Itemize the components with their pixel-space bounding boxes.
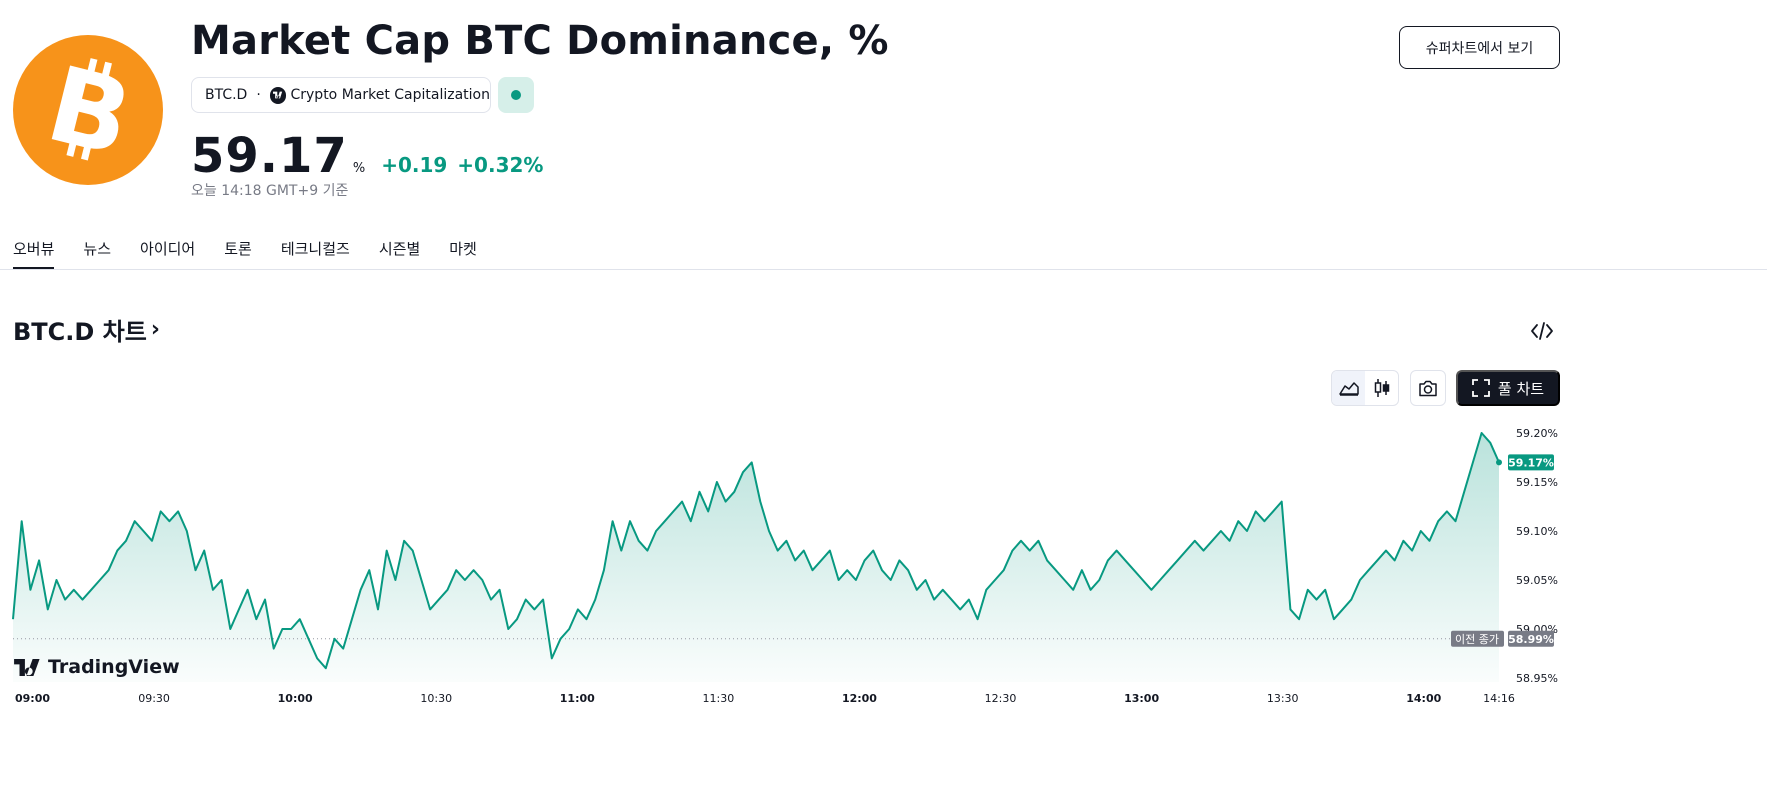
tradingview-mini-icon <box>269 86 287 104</box>
tab-discussion[interactable]: 토론 <box>224 240 252 258</box>
previous-close-caption: 이전 종가 <box>1455 633 1499 646</box>
chart-section-title[interactable]: BTC.D 차트 › <box>13 312 160 347</box>
tradingview-brand: TradingView <box>14 656 180 678</box>
x-tick-label: 12:00 <box>842 692 877 705</box>
area-chart-icon[interactable] <box>1332 371 1365 405</box>
x-tick-label: 13:30 <box>1267 692 1299 705</box>
full-chart-label: 풀 차트 <box>1497 379 1545 398</box>
y-tick-label: 59.05% <box>1516 574 1558 587</box>
tab-news[interactable]: 뉴스 <box>83 240 112 258</box>
x-tick-label: 11:00 <box>560 692 595 705</box>
previous-close-badge <box>1508 630 1554 647</box>
symbol-source-pill[interactable]: BTC.D · Crypto Market Capitalization <box>191 77 491 113</box>
tab-markets[interactable]: 마켓 <box>449 240 477 258</box>
last-price: 59.17 <box>191 128 348 184</box>
chart-section-title-text: BTC.D 차트 <box>13 318 147 346</box>
tradingview-brand-text: TradingView <box>48 656 180 678</box>
full-chart-button[interactable]: 풀 차트 <box>1456 370 1560 406</box>
x-tick-label: 09:30 <box>138 692 170 705</box>
price-chart[interactable]: 59.20%59.15%59.10%59.05%59.00%58.95%59.1… <box>0 415 1767 715</box>
status-dot-icon <box>511 90 521 100</box>
x-tick-label: 11:30 <box>703 692 735 705</box>
previous-close-label: 58.99% <box>1508 633 1554 646</box>
tab-ideas[interactable]: 아이디어 <box>140 240 196 258</box>
chevron-right-icon: › <box>150 317 160 342</box>
embed-icon[interactable] <box>1530 320 1554 342</box>
last-point <box>1496 459 1502 466</box>
page-title: Market Cap BTC Dominance, % <box>191 18 889 64</box>
tab-seasonals[interactable]: 시즌별 <box>378 240 421 258</box>
tab-overview[interactable]: 오버뷰 <box>13 238 55 270</box>
price-row: 59.17 % +0.19 +0.32% <box>191 128 553 184</box>
x-tick-label: 10:30 <box>420 692 452 705</box>
x-tick-label: 14:00 <box>1406 692 1441 705</box>
x-tick-label: 09:00 <box>15 692 50 705</box>
y-tick-label: 59.15% <box>1516 476 1558 489</box>
fullscreen-icon <box>1472 379 1490 397</box>
camera-icon[interactable] <box>1410 370 1446 406</box>
supercharts-button[interactable]: 슈퍼차트에서 보기 <box>1399 26 1560 69</box>
x-tick-label: 13:00 <box>1124 692 1159 705</box>
x-tick-label: 10:00 <box>278 692 313 705</box>
as-of-timestamp: 오늘 14:18 GMT+9 기준 <box>191 183 349 199</box>
chart-style-toggle <box>1331 370 1399 406</box>
chart-area-fill <box>13 433 1499 682</box>
series-line <box>12 432 1500 670</box>
separator-dot: · <box>256 87 261 103</box>
price-change-percent: +0.32% <box>457 153 544 177</box>
x-tick-label: 12:30 <box>985 692 1017 705</box>
tab-bar: 오버뷰 뉴스 아이디어 토론 테크니컬즈 시즌별 마켓 <box>13 238 506 270</box>
y-tick-label: 58.95% <box>1516 672 1558 685</box>
previous-close-caption-badge <box>1451 630 1504 647</box>
price-unit: % <box>352 161 366 176</box>
market-status-chip[interactable] <box>498 77 534 113</box>
x-tick-label: 14:16 <box>1483 692 1515 705</box>
source-label: Crypto Market Capitalization <box>290 87 490 103</box>
y-tick-label: 59.20% <box>1516 427 1558 440</box>
price-change: +0.19 <box>381 153 448 177</box>
tradingview-logo-icon <box>14 658 40 676</box>
tabs-divider <box>0 269 1767 270</box>
tab-technicals[interactable]: 테크니컬즈 <box>280 240 350 258</box>
btc-logo: B <box>13 35 163 185</box>
symbol-label: BTC.D <box>205 87 248 103</box>
last-value-label: 59.17% <box>1508 456 1554 469</box>
y-tick-label: 59.10% <box>1516 525 1558 538</box>
candles-icon[interactable] <box>1365 371 1398 405</box>
last-value-badge <box>1508 454 1554 471</box>
